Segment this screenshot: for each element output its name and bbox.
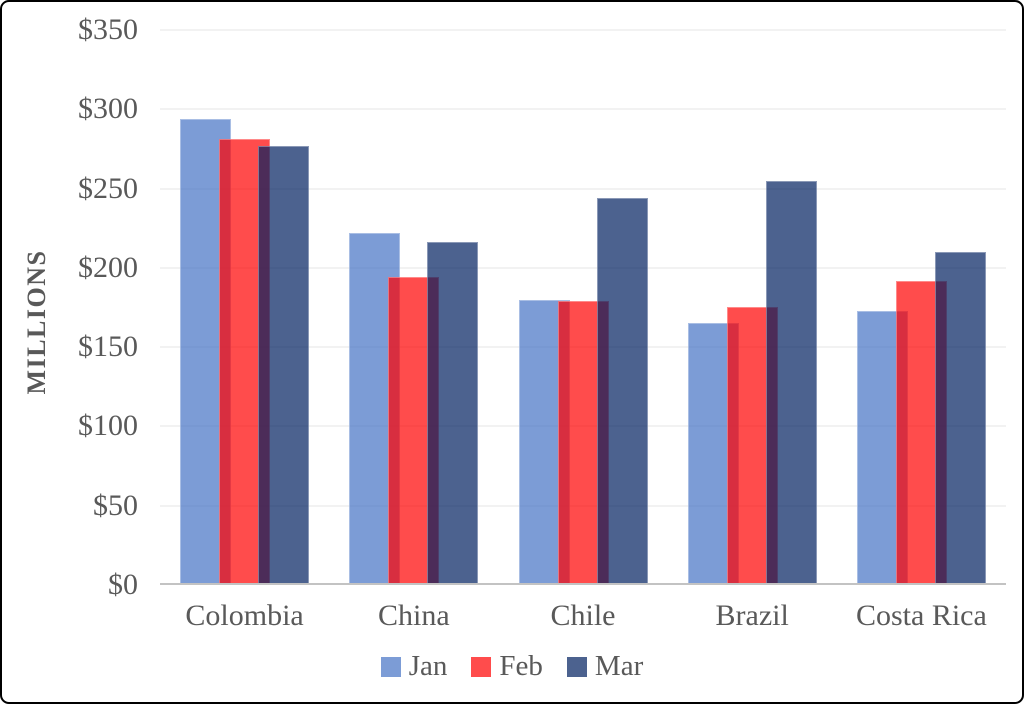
bar-group-inner bbox=[518, 30, 648, 585]
plot-area bbox=[160, 29, 1006, 585]
bar-group-chile bbox=[498, 30, 667, 585]
legend-swatch-icon bbox=[380, 656, 401, 677]
y-tick-label: $200 bbox=[78, 250, 138, 284]
gridline bbox=[160, 29, 1006, 31]
x-axis-line bbox=[160, 583, 1006, 585]
y-tick-label: $50 bbox=[93, 488, 138, 522]
x-category-label: Colombia bbox=[185, 599, 304, 632]
bar-group-inner bbox=[856, 30, 986, 585]
legend-swatch-icon bbox=[471, 656, 492, 677]
x-category-label: Chile bbox=[550, 599, 616, 632]
bar-mar-costa-rica bbox=[934, 252, 986, 585]
legend-item-feb: Feb bbox=[471, 650, 543, 683]
legend-item-jan: Jan bbox=[380, 650, 448, 683]
x-category-label: Costa Rica bbox=[856, 599, 987, 632]
y-tick-label: $150 bbox=[78, 330, 138, 364]
bar-mar-colombia bbox=[258, 146, 310, 585]
y-tick-label: $300 bbox=[78, 92, 138, 126]
bar-group-brazil bbox=[668, 30, 837, 585]
y-tick-label: $0 bbox=[108, 568, 138, 601]
x-category-label: China bbox=[377, 599, 450, 632]
gridline bbox=[160, 187, 1006, 190]
legend-item-mar: Mar bbox=[566, 650, 644, 683]
y-tick-label: $350 bbox=[78, 13, 138, 46]
gridline bbox=[160, 108, 1006, 111]
legend-swatch-icon bbox=[566, 656, 587, 677]
gridline bbox=[160, 266, 1006, 269]
bar-mar-chile bbox=[596, 198, 648, 585]
x-axis-category-labels: Colombia China Chile Brazil Costa Rica bbox=[160, 599, 1006, 633]
bar-group-inner bbox=[349, 30, 479, 585]
bar-groups bbox=[160, 30, 1006, 585]
chart-legend: Jan Feb Mar bbox=[2, 650, 1022, 683]
x-category-label: Brazil bbox=[715, 599, 789, 632]
bar-group-inner bbox=[687, 30, 817, 585]
legend-label: Mar bbox=[594, 650, 644, 682]
bar-group-colombia bbox=[160, 30, 329, 585]
y-tick-label: $250 bbox=[78, 171, 138, 205]
y-tick-label: $100 bbox=[78, 409, 138, 443]
legend-label: Jan bbox=[408, 650, 448, 682]
bar-group-inner bbox=[180, 30, 310, 585]
bar-mar-china bbox=[427, 242, 479, 585]
bar-group-costa-rica bbox=[837, 30, 1006, 585]
legend-label: Feb bbox=[499, 650, 543, 682]
bar-group-china bbox=[329, 30, 498, 585]
bar-mar-brazil bbox=[765, 181, 817, 585]
